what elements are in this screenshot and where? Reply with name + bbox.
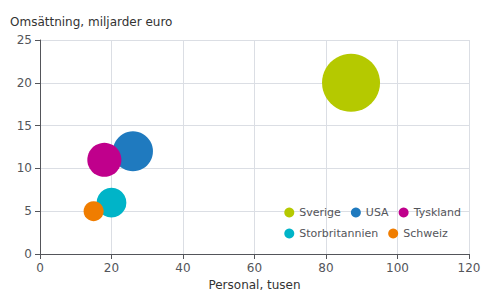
svg-text:USA: USA <box>366 206 389 219</box>
svg-text:0: 0 <box>24 247 32 261</box>
svg-text:121: 121 <box>83 206 104 217</box>
svg-text:25: 25 <box>17 33 32 47</box>
svg-text:Storbritannien: Storbritannien <box>299 227 378 240</box>
svg-text:Omsättning, miljarder euro: Omsättning, miljarder euro <box>10 15 172 29</box>
svg-text:20: 20 <box>104 261 119 275</box>
svg-text:Tyskland: Tyskland <box>413 206 461 219</box>
svg-text:120: 120 <box>458 261 481 275</box>
svg-text:0: 0 <box>36 261 44 275</box>
svg-text:40: 40 <box>175 261 190 275</box>
svg-text:Schweiz: Schweiz <box>403 227 448 240</box>
svg-text:100: 100 <box>386 261 409 275</box>
svg-text:10: 10 <box>17 161 32 175</box>
svg-text:20: 20 <box>17 76 32 90</box>
svg-text:80: 80 <box>318 261 333 275</box>
svg-text:Personal, tusen: Personal, tusen <box>208 278 300 292</box>
svg-text:5: 5 <box>24 204 32 218</box>
svg-text:15: 15 <box>17 119 32 133</box>
svg-text:60: 60 <box>247 261 262 275</box>
svg-text:350: 350 <box>94 154 115 165</box>
svg-text:483: 483 <box>123 146 144 157</box>
svg-text:267: 267 <box>101 197 122 208</box>
svg-text:Sverige: Sverige <box>299 206 341 219</box>
svg-text:1015: 1015 <box>337 77 365 88</box>
